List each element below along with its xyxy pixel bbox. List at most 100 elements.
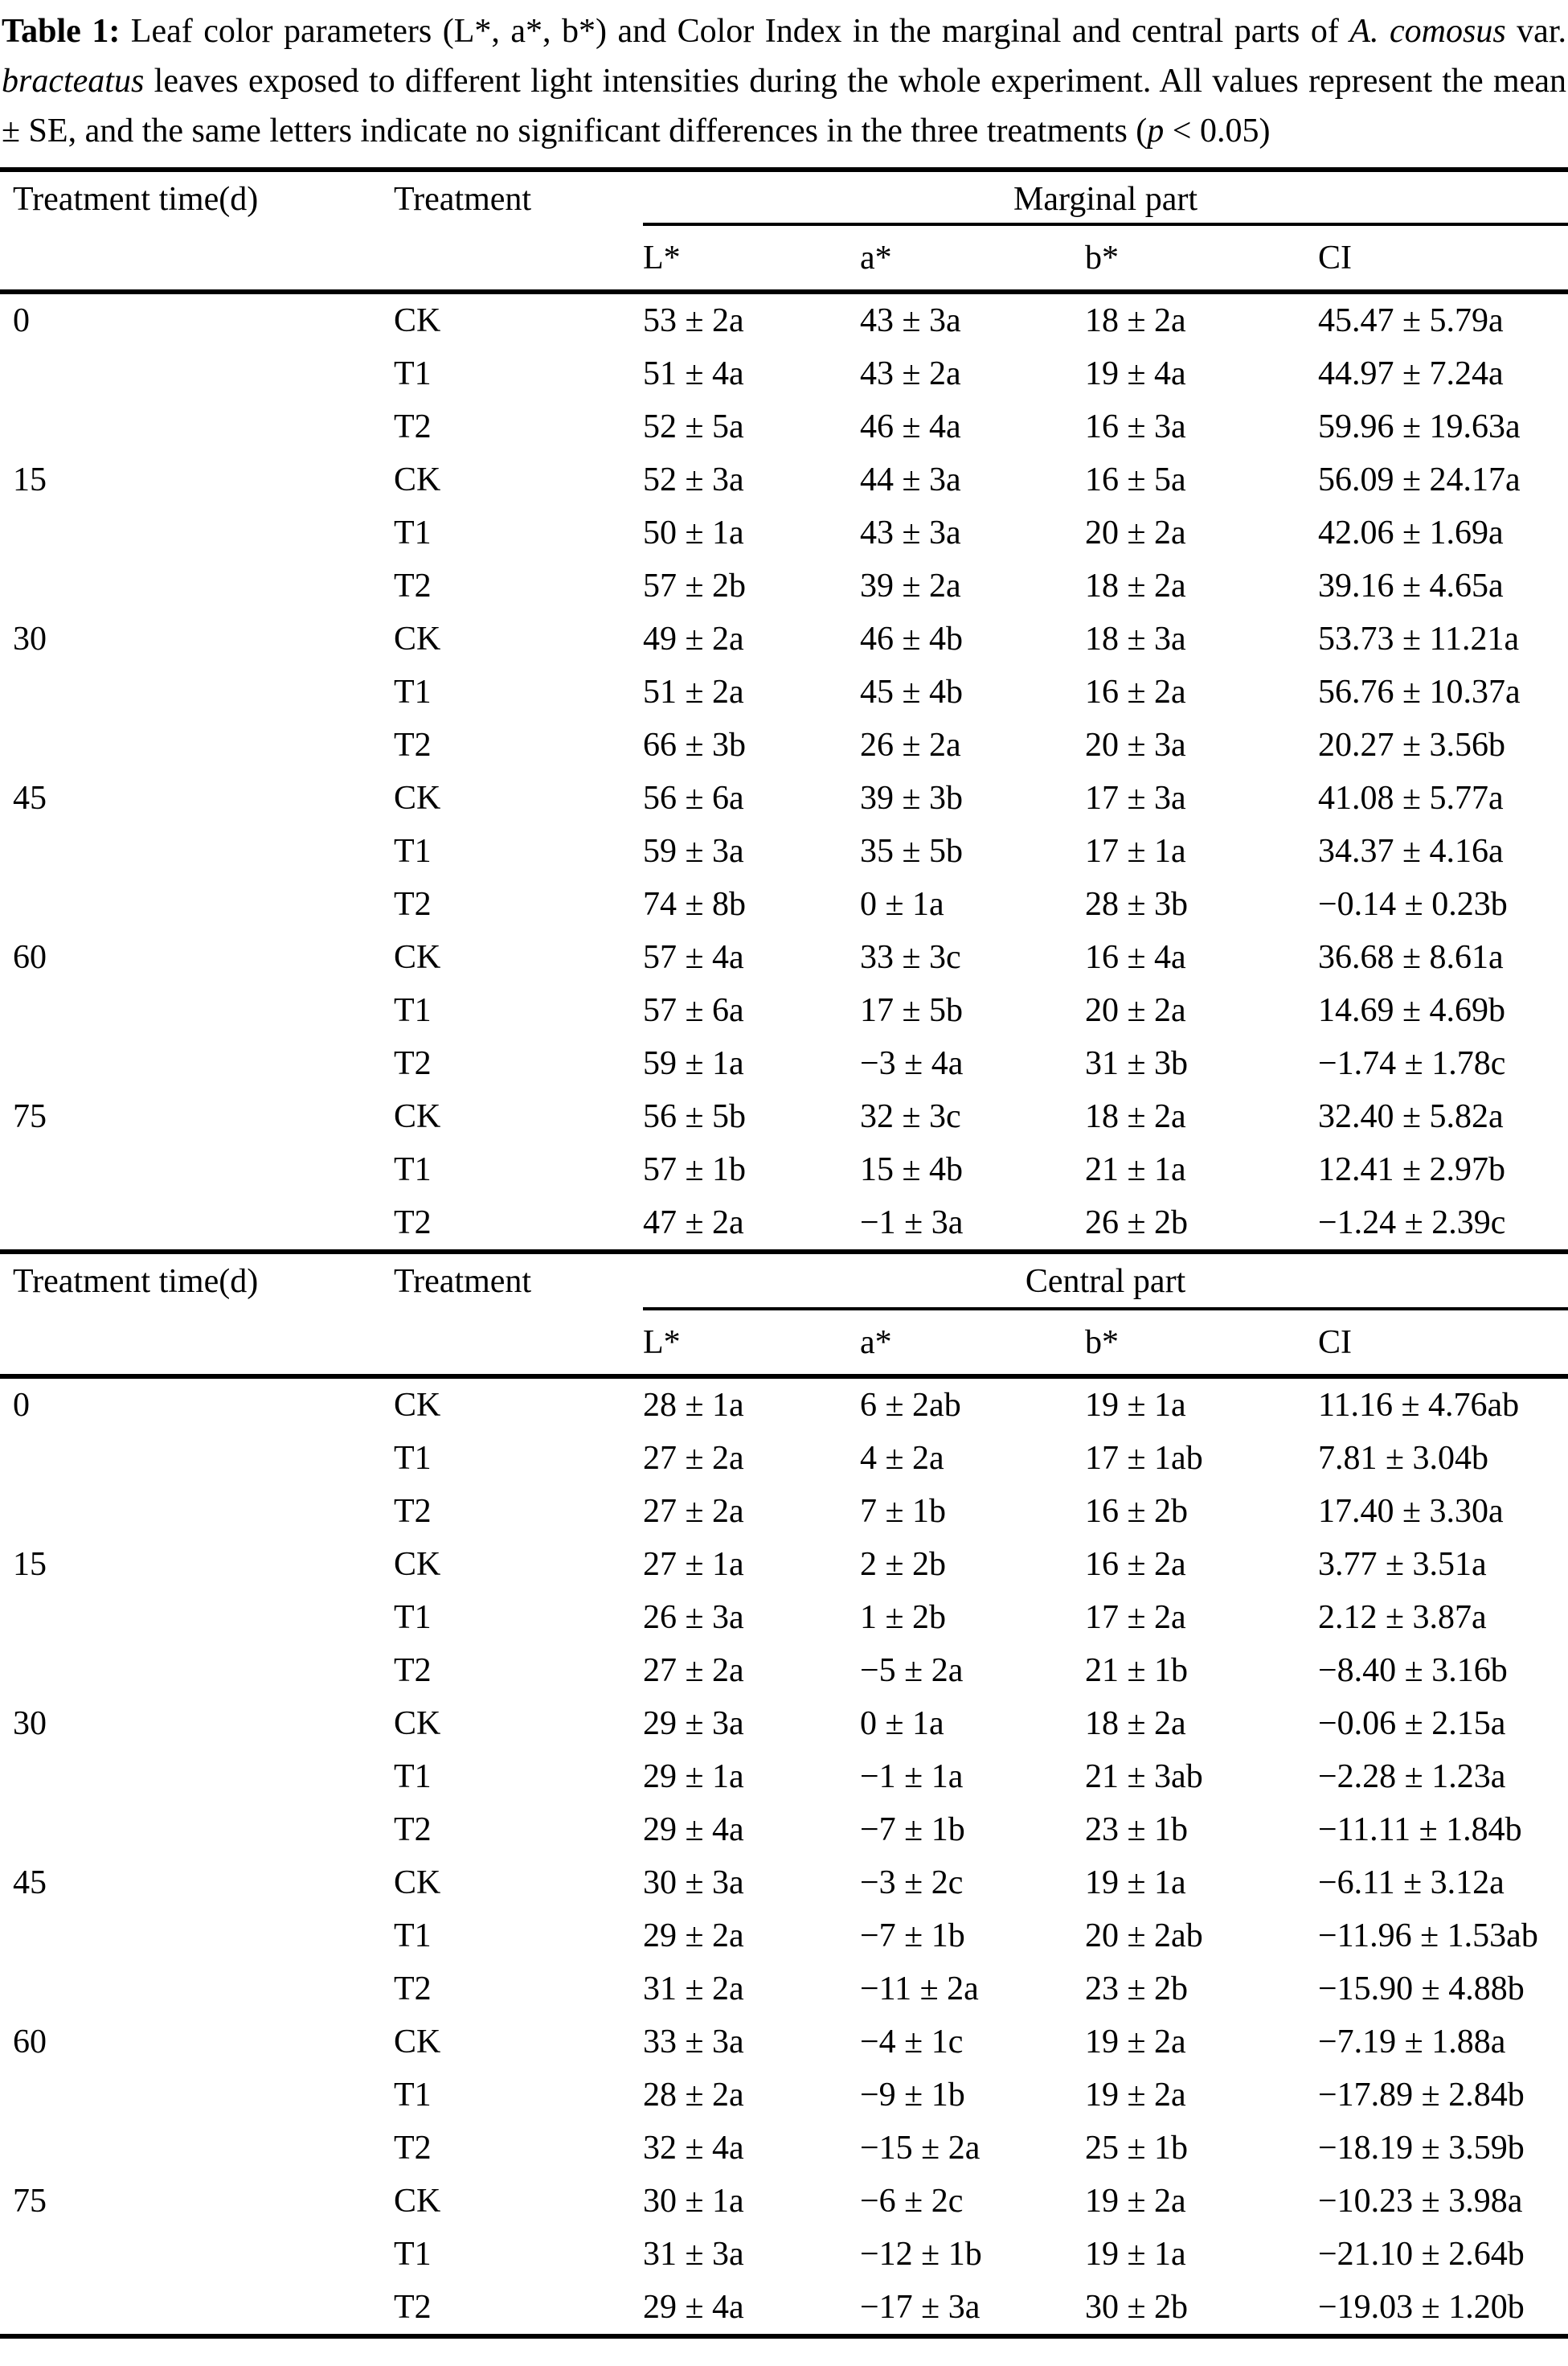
treatment-time-cell: 60 [13,2024,47,2061]
value-cell: 6 ± 2ab [860,1387,961,1424]
value-cell: 30 ± 1a [643,2183,744,2220]
value-cell: 47 ± 2a [643,1204,744,1241]
value-cell: −5 ± 2a [860,1652,964,1689]
marginal-table-header: Treatment time(d) Treatment Marginal par… [0,170,1568,292]
treatment-cell: CK [394,1546,441,1583]
value-cell: 20 ± 2a [1085,515,1186,552]
treatment-time-cell [0,1909,394,1962]
value-cell: −17.89 ± 2.84b [1318,2077,1525,2114]
value-cell: 19 ± 1a [1085,1387,1186,1424]
L-column-header: L* [643,1323,681,1361]
treatment-time-cell [0,1962,394,2015]
value-cell: 56 ± 5b [643,1098,747,1135]
central-part-table: Treatment time(d) Treatment Central part… [0,1254,1568,2339]
value-cell: 17 ± 3a [1085,780,1186,817]
treatment-cell: T1 [394,1599,432,1636]
value-cell: 30 ± 2b [1085,2289,1189,2326]
table-row: 60 CK 57 ± 4a 33 ± 3c 16 ± 4a 36.68 ± 8.61a [0,931,1568,984]
value-cell: 18 ± 2a [1085,1098,1186,1135]
value-cell: 30 ± 3a [643,1864,744,1901]
treatment-cell: CK [394,1705,441,1742]
value-cell: 57 ± 6a [643,992,744,1029]
value-cell: −3 ± 2c [860,1864,964,1901]
value-cell: −7 ± 1b [860,1917,965,1954]
header-row-top: Treatment time(d) Treatment Central part [0,1254,1568,1310]
treatment-cell: T2 [394,1970,432,2007]
treatment-cell: T1 [394,1917,432,1954]
value-cell: 52 ± 3a [643,461,744,498]
b-column-header: b* [1085,239,1119,277]
value-cell: 7 ± 1b [860,1493,947,1530]
value-cell: 28 ± 1a [643,1387,744,1424]
value-cell: 27 ± 2a [643,1652,744,1689]
value-cell: 41.08 ± 5.77a [1318,780,1504,817]
value-cell: 31 ± 3a [643,2236,744,2273]
table-row: T1 28 ± 2a −9 ± 1b 19 ± 2a −17.89 ± 2.84b [0,2069,1568,2122]
table-row: T1 29 ± 2a −7 ± 1b 20 ± 2ab −11.96 ± 1.53ab [0,1909,1568,1962]
treatment-cell: CK [394,780,441,817]
value-cell: −6.11 ± 3.12a [1318,1864,1505,1901]
value-cell: −15 ± 2a [860,2130,981,2167]
table-row: T2 66 ± 3b 26 ± 2a 20 ± 3a 20.27 ± 3.56b [0,719,1568,772]
value-cell: 34.37 ± 4.16a [1318,833,1504,870]
treatment-cell: CK [394,461,441,498]
value-cell: 20 ± 2ab [1085,1917,1203,1954]
value-cell: 7.81 ± 3.04b [1318,1440,1489,1477]
value-cell: 29 ± 4a [643,2289,744,2326]
central-table-header: Treatment time(d) Treatment Central part… [0,1254,1568,1376]
treatment-time-column-header: Treatment time(d) [13,181,259,218]
treatment-cell: CK [394,2183,441,2220]
value-cell: 31 ± 3b [1085,1045,1189,1082]
table-row: T2 32 ± 4a −15 ± 2a 25 ± 1b −18.19 ± 3.59b [0,2122,1568,2175]
value-cell: 17 ± 1a [1085,833,1186,870]
value-cell: 18 ± 3a [1085,621,1186,658]
treatment-time-cell [0,2122,394,2175]
treatment-time-cell [0,1591,394,1644]
value-cell: −11 ± 2a [860,1970,979,2007]
value-cell: −7.19 ± 1.88a [1318,2024,1506,2061]
value-cell: 3.77 ± 3.51a [1318,1546,1487,1583]
value-cell: 43 ± 3a [860,302,961,339]
value-cell: 59 ± 3a [643,833,744,870]
value-cell: 32 ± 4a [643,2130,744,2167]
value-cell: 4 ± 2a [860,1440,944,1477]
treatment-time-cell: 60 [13,939,47,976]
value-cell: 15 ± 4b [860,1151,964,1188]
value-cell: 33 ± 3a [643,2024,744,2061]
value-cell: 19 ± 4a [1085,355,1186,392]
document-body: { "caption": { "label": "Table 1:", "par… [0,6,1568,2366]
table-row: 60 CK 33 ± 3a −4 ± 1c 19 ± 2a −7.19 ± 1.88a [0,2015,1568,2069]
value-cell: 16 ± 2a [1085,1546,1186,1583]
table-caption: Table 1: Leaf color parameters (L*, a*, … [2,6,1566,156]
value-cell: 16 ± 3a [1085,408,1186,445]
value-cell: 20 ± 3a [1085,727,1186,764]
treatment-time-cell: 0 [13,302,30,339]
value-cell: 1 ± 2b [860,1599,947,1636]
value-cell: −1 ± 3a [860,1204,964,1241]
table-row: T2 59 ± 1a −3 ± 4a 31 ± 3b −1.74 ± 1.78c [0,1037,1568,1090]
treatment-time-cell: 30 [13,1705,47,1742]
table-row: T1 57 ± 1b 15 ± 4b 21 ± 1a 12.41 ± 2.97b [0,1143,1568,1196]
value-cell: 17 ± 5b [860,992,964,1029]
value-cell: 16 ± 2b [1085,1493,1189,1530]
value-cell: 2.12 ± 3.87a [1318,1599,1487,1636]
value-cell: 28 ± 2a [643,2077,744,2114]
value-cell: −12 ± 1b [860,2236,982,2273]
table-row: 45 CK 30 ± 3a −3 ± 2c 19 ± 1a −6.11 ± 3.12a [0,1856,1568,1909]
table-row: T1 50 ± 1a 43 ± 3a 20 ± 2a 42.06 ± 1.69a [0,506,1568,560]
value-cell: 27 ± 1a [643,1546,744,1583]
table-row: 75 CK 56 ± 5b 32 ± 3c 18 ± 2a 32.40 ± 5.82a [0,1090,1568,1143]
value-cell: 19 ± 2a [1085,2024,1186,2061]
value-cell: 57 ± 1b [643,1151,747,1188]
value-cell: 17.40 ± 3.30a [1318,1493,1504,1530]
treatment-cell: T2 [394,1493,432,1530]
value-cell: 28 ± 3b [1085,886,1189,923]
treatment-time-cell: 0 [13,1387,30,1424]
treatment-time-cell [0,1750,394,1803]
value-cell: 26 ± 2b [1085,1204,1189,1241]
value-cell: 43 ± 2a [860,355,961,392]
table-row: T1 27 ± 2a 4 ± 2a 17 ± 1ab 7.81 ± 3.04b [0,1432,1568,1485]
value-cell: 26 ± 2a [860,727,961,764]
value-cell: 50 ± 1a [643,515,744,552]
value-cell: 39 ± 2a [860,568,961,605]
